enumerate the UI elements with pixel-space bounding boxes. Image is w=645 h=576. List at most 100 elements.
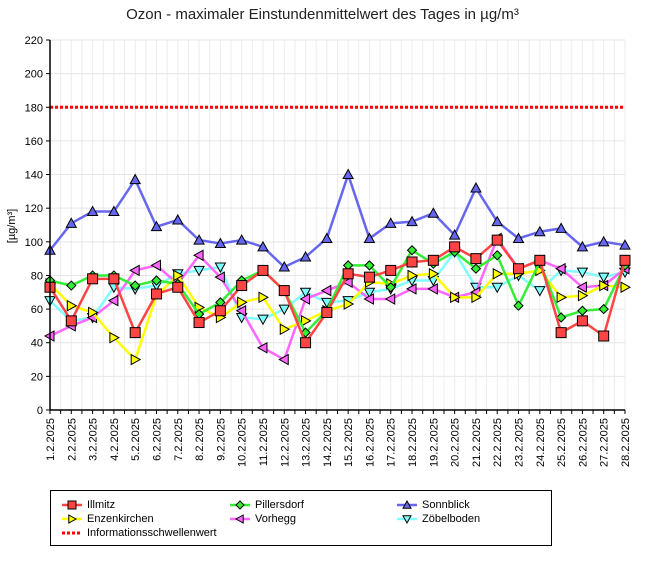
data-point-illmitz (214, 305, 226, 317)
legend-swatch-illmitz (62, 500, 82, 510)
data-point-pillersdorf (577, 305, 588, 316)
grid (49, 39, 626, 410)
legend-marker-illmitz (67, 500, 77, 510)
x-tick-label: 27.2.2025 (599, 418, 611, 467)
data-point-vorhegg (342, 276, 353, 289)
series-sonnblick (44, 168, 631, 272)
data-point-illmitz (108, 273, 120, 285)
legend-item-zoebelboden: Zöbelboden (396, 513, 480, 525)
data-point-illmitz (449, 241, 461, 253)
data-point-pillersdorf (66, 280, 77, 291)
series-line-pillersdorf (49, 248, 627, 335)
legend-label: Zöbelboden (422, 513, 481, 525)
data-point-pillersdorf (470, 263, 482, 274)
data-point-illmitz (150, 288, 162, 300)
data-point-enzenkirchen (407, 269, 419, 282)
data-point-zoebelboden (278, 304, 291, 316)
data-point-sonnblick (448, 229, 461, 240)
x-tick-label: 25.2.2025 (556, 418, 568, 467)
data-point-vorhegg (320, 284, 332, 297)
data-point-sonnblick (512, 232, 525, 243)
y-tick-label: 220 (25, 35, 43, 47)
data-point-zoebelboden (257, 314, 269, 326)
data-point-pillersdorf (129, 280, 141, 291)
data-point-enzenkirchen (599, 279, 610, 292)
data-point-pillersdorf (385, 282, 396, 293)
y-tick-label: 80 (31, 270, 43, 282)
series-line-sonnblick (49, 170, 626, 269)
data-point-vorhegg (150, 259, 161, 272)
data-point-vorhegg (299, 293, 311, 305)
legend-item-vorhegg: Vorhegg (229, 513, 296, 525)
x-tick-label: 2.2.2025 (66, 418, 78, 461)
data-point-vorhegg (129, 264, 140, 277)
data-point-illmitz (491, 234, 503, 246)
x-tick-label: 17.2.2025 (386, 418, 398, 467)
chart-plot: 0 20 40 60 80 100 120 140 160 180 200 220 1.2.2025 2.… (6, 35, 632, 467)
data-point-sonnblick (171, 213, 184, 225)
data-point-vorhegg (427, 283, 438, 295)
data-point-sonnblick (597, 235, 610, 247)
data-point-zoebelboden (576, 267, 589, 279)
data-point-enzenkirchen (343, 298, 355, 310)
data-point-pillersdorf (406, 245, 418, 256)
x-tick-label: 11.2.2025 (258, 418, 270, 466)
data-point-enzenkirchen (620, 281, 632, 294)
x-tick-label: 7.2.2025 (173, 418, 185, 461)
legend-marker-pillersdorf (235, 500, 245, 510)
data-point-sonnblick (406, 215, 418, 227)
data-point-vorhegg (193, 249, 204, 262)
data-point-vorhegg (406, 283, 417, 295)
data-point-sonnblick (576, 240, 589, 252)
data-point-sonnblick (150, 220, 163, 232)
data-point-illmitz (342, 268, 354, 280)
x-tick-label: 15.2.2025 (343, 418, 355, 467)
data-point-illmitz (65, 315, 77, 327)
y-tick-label: 140 (25, 170, 43, 182)
data-point-enzenkirchen (492, 267, 504, 280)
data-point-illmitz (172, 281, 184, 293)
legend-swatch-informationsschwellenwert (62, 531, 82, 535)
legend-label: Pillersdorf (255, 499, 304, 511)
legend-item-enzenkirchen: Enzenkirchen (61, 513, 154, 525)
legend-marker-vorhegg (234, 514, 244, 524)
data-point-enzenkirchen (173, 269, 184, 282)
data-point-sonnblick (129, 173, 142, 185)
data-point-sonnblick (363, 232, 376, 243)
data-point-illmitz (513, 263, 525, 275)
legend-item-informationsschwellenwert: Informationsschwellenwert (61, 527, 217, 539)
data-point-enzenkirchen (556, 291, 568, 304)
data-point-sonnblick (278, 261, 291, 272)
data-point-illmitz (129, 327, 141, 339)
x-tick-label: 1.2.2025 (45, 418, 57, 461)
y-axis-label: [µg/m³] (6, 209, 18, 243)
data-point-sonnblick (108, 205, 120, 217)
x-tick-label: 5.2.2025 (130, 418, 142, 461)
x-tick-label: 4.2.2025 (109, 418, 121, 461)
data-point-sonnblick (235, 234, 248, 245)
data-point-illmitz (598, 330, 610, 342)
data-point-enzenkirchen (428, 267, 440, 280)
data-point-enzenkirchen (66, 299, 78, 312)
data-point-vorhegg (576, 281, 587, 294)
data-point-vorhegg (555, 262, 566, 275)
data-point-illmitz (406, 256, 418, 268)
legend-swatch-pillersdorf (230, 500, 250, 510)
legend-label: Enzenkirchen (87, 513, 154, 525)
data-point-vorhegg (107, 294, 119, 307)
legend-marker-sonnblick (402, 499, 412, 509)
y-tick-label: 180 (25, 102, 43, 114)
data-point-illmitz (257, 264, 269, 276)
data-point-zoebelboden (597, 272, 610, 284)
series-line-illmitz (48, 238, 627, 346)
legend-swatch-sonnblick (397, 499, 417, 509)
data-point-pillersdorf (598, 303, 609, 315)
data-point-sonnblick (555, 222, 567, 233)
data-point-zoebelboden (491, 282, 504, 294)
legend-item-sonnblick: Sonnblick (396, 499, 470, 511)
data-point-enzenkirchen (471, 291, 482, 304)
data-point-illmitz (321, 306, 333, 318)
data-point-illmitz (555, 327, 567, 339)
data-point-sonnblick (257, 240, 269, 252)
data-point-vorhegg (384, 293, 396, 305)
